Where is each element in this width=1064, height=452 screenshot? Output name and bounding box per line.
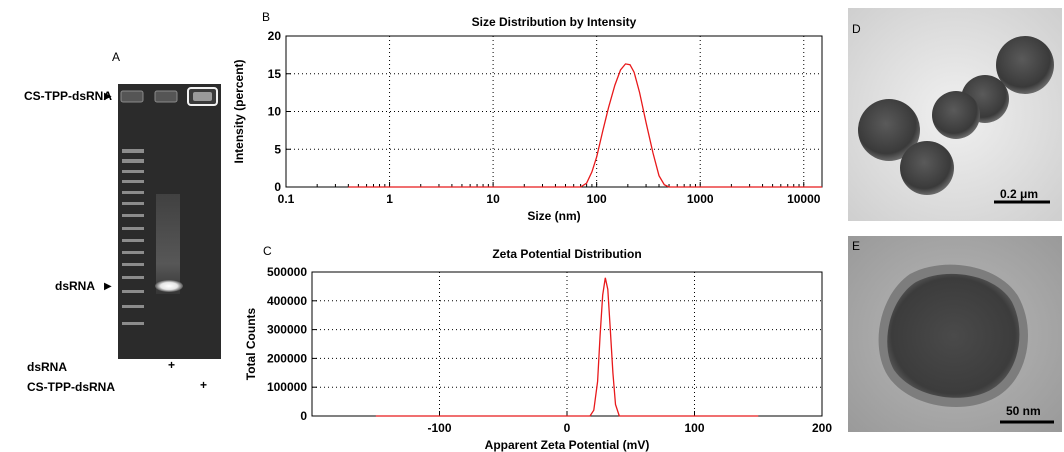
gel-label-dsrna: dsRNA (55, 279, 96, 293)
tem-image-d (848, 8, 1062, 221)
chart-b-y-tick-label: 15 (268, 67, 282, 81)
chart-b-series-line (348, 63, 822, 188)
panel-d-scale-label: 0.2 μm (1000, 187, 1039, 201)
chart-c-y-tick-label: 100000 (267, 380, 307, 394)
chart-c-x-axis-label: Apparent Zeta Potential (mV) (485, 438, 650, 452)
panel-e-scale-label: 50 nm (1006, 404, 1041, 418)
chart-b-x-tick-label: 10 (486, 192, 500, 206)
chart-b-title: Size Distribution by Intensity (471, 15, 637, 29)
chart-b-y-tick-label: 0 (274, 180, 281, 194)
chart-c-y-tick-label: 400000 (267, 294, 307, 308)
chart-c: -100 0 100 200 0 100000 200000 300000 400000 5000… (244, 265, 832, 452)
chart-c-x-tick-label: 0 (564, 421, 571, 435)
chart-c-y-tick-label: 200000 (267, 351, 307, 365)
lane-row-cs-tpp-dsrna-mark: + (200, 378, 208, 392)
chart-b-y-tick-label: 20 (268, 29, 282, 43)
tem-image-e (848, 236, 1062, 432)
chart-b-x-tick-label: 100 (587, 192, 607, 206)
panel-c-letter: C (263, 244, 272, 258)
chart-c-y-tick-label: 0 (300, 409, 307, 423)
chart-b-x-tick-label: 1 (386, 192, 393, 206)
lane-row-cs-tpp-dsrna-label: CS-TPP-dsRNA (27, 380, 116, 394)
chart-c-y-axis-label: Total Counts (244, 307, 258, 380)
chart-c-y-tick-label: 500000 (267, 265, 307, 279)
chart-b-y-tick-label: 10 (268, 105, 282, 119)
chart-c-title: Zeta Potential Distribution (492, 247, 642, 261)
gel-label-cs-tpp-dsrna: CS-TPP-dsRNA (24, 89, 113, 103)
band-arrow-mid: ▶ (104, 281, 112, 292)
lane-row-dsrna-label: dsRNA (27, 360, 68, 374)
chart-c-x-tick-label: -100 (427, 421, 451, 435)
chart-c-x-tick-label: 200 (812, 421, 832, 435)
panel-e-letter: E (852, 239, 861, 253)
panel-d-letter: D (852, 22, 861, 36)
chart-b: 0.1 1 10 100 1000 10000 0 5 10 15 20 Size (nm) Inten… (232, 29, 823, 223)
chart-c-series-line (375, 277, 759, 417)
chart-b-y-tick-label: 5 (274, 142, 281, 156)
panel-b-letter: B (262, 10, 271, 24)
chart-c-y-tick-label: 300000 (267, 323, 307, 337)
chart-b-y-axis-label: Intensity (percent) (232, 59, 246, 163)
chart-b-x-tick-label: 0.1 (278, 192, 295, 206)
lane-row-dsrna-mark: + (168, 358, 176, 372)
gel-image (118, 84, 221, 359)
chart-b-x-tick-label: 10000 (787, 192, 821, 206)
band-arrow-top: ▶ (104, 91, 112, 102)
panel-a-letter: A (112, 50, 121, 64)
chart-c-x-tick-label: 100 (684, 421, 704, 435)
chart-b-x-tick-label: 1000 (687, 192, 714, 206)
chart-b-x-axis-label: Size (nm) (527, 209, 580, 223)
